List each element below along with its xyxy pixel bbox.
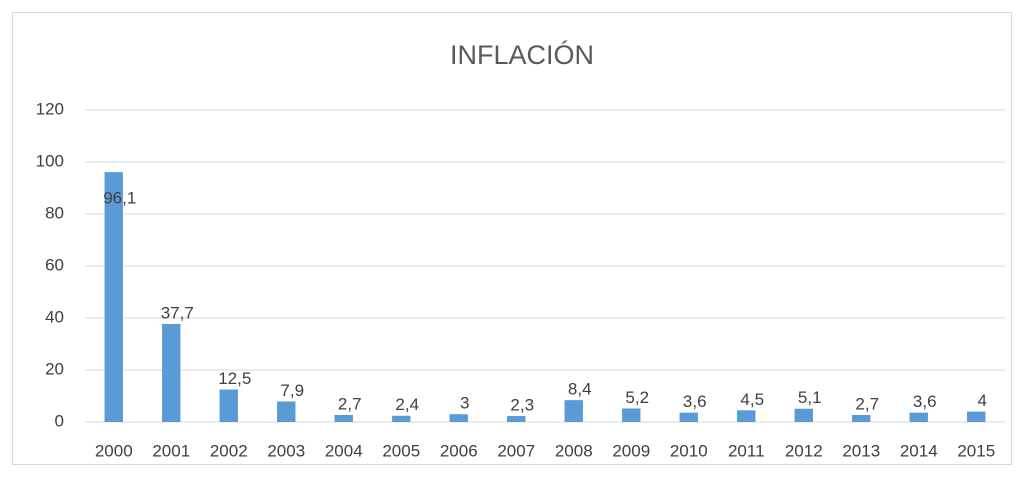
bar bbox=[277, 401, 296, 422]
y-tick-label: 40 bbox=[45, 307, 64, 326]
x-tick-label: 2014 bbox=[900, 441, 938, 460]
y-tick-label: 100 bbox=[36, 151, 64, 170]
bar bbox=[794, 408, 813, 422]
x-tick-label: 2010 bbox=[670, 441, 708, 460]
bar bbox=[392, 415, 411, 422]
data-label: 2,7 bbox=[855, 394, 879, 413]
y-tick-label: 0 bbox=[55, 411, 64, 430]
bar bbox=[967, 411, 986, 422]
data-label: 12,5 bbox=[218, 369, 251, 388]
x-tick-label: 2009 bbox=[612, 441, 650, 460]
x-tick-label: 2015 bbox=[957, 441, 995, 460]
data-label: 2,7 bbox=[338, 394, 362, 413]
bar bbox=[334, 414, 353, 422]
bar bbox=[449, 414, 468, 422]
bar bbox=[852, 414, 871, 422]
data-label: 4 bbox=[978, 391, 987, 410]
y-tick-label: 120 bbox=[36, 99, 64, 118]
data-label: 4,5 bbox=[740, 390, 764, 409]
data-label: 3,6 bbox=[913, 392, 937, 411]
bar bbox=[219, 389, 238, 422]
x-tick-label: 2000 bbox=[95, 441, 133, 460]
data-label: 3 bbox=[460, 394, 469, 413]
data-label: 96,1 bbox=[103, 188, 136, 207]
x-tick-label: 2001 bbox=[152, 441, 190, 460]
bar bbox=[737, 410, 756, 422]
data-label: 8,4 bbox=[568, 380, 592, 399]
x-tick-label: 2006 bbox=[440, 441, 478, 460]
y-tick-label: 80 bbox=[45, 203, 64, 222]
x-tick-label: 2011 bbox=[728, 441, 765, 460]
y-tick-label: 60 bbox=[45, 255, 64, 274]
data-label: 5,1 bbox=[798, 388, 822, 407]
data-label: 2,4 bbox=[395, 395, 419, 414]
bar bbox=[507, 416, 526, 422]
x-tick-label: 2007 bbox=[497, 441, 535, 460]
x-tick-label: 2008 bbox=[555, 441, 593, 460]
x-tick-label: 2005 bbox=[382, 441, 420, 460]
bar bbox=[909, 412, 928, 422]
y-tick-label: 20 bbox=[45, 359, 64, 378]
x-tick-label: 2004 bbox=[325, 441, 363, 460]
data-label: 3,6 bbox=[683, 392, 707, 411]
bar bbox=[104, 172, 123, 422]
x-tick-label: 2012 bbox=[785, 441, 823, 460]
data-label: 2,3 bbox=[510, 396, 534, 415]
data-label: 5,2 bbox=[625, 388, 649, 407]
bar bbox=[162, 323, 181, 422]
chart-title: INFLACIÓN bbox=[450, 39, 594, 70]
bar bbox=[679, 412, 698, 422]
x-tick-label: 2002 bbox=[210, 441, 248, 460]
bar bbox=[564, 400, 583, 422]
x-tick-label: 2003 bbox=[267, 441, 305, 460]
x-tick-label: 2013 bbox=[842, 441, 880, 460]
data-label: 7,9 bbox=[280, 381, 304, 400]
bar bbox=[622, 408, 641, 422]
data-label: 37,7 bbox=[161, 303, 194, 322]
